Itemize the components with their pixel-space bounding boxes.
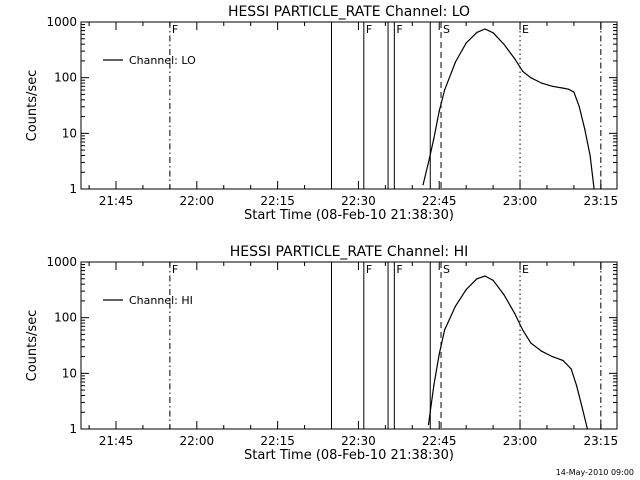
panel2-data-point [581,406,583,408]
panel2-data-point [514,312,516,314]
panel2-data-point [444,329,446,331]
panel2-data-point [465,288,467,291]
panel1-data-point [584,128,586,130]
panel2-event-marker-label: E [522,263,529,276]
panel2-data-point [570,368,572,370]
panel2-data-point [575,385,578,387]
panel2-data-point [551,355,553,358]
panel2-data-point [586,428,588,430]
panel1-data-point [567,88,570,90]
panel1-data-point [562,87,564,89]
panel2-data-point [433,385,435,387]
panel1-event-marker-label: F [366,23,372,36]
panel1-data-point [427,161,430,164]
panel1-event-marker-label: E [522,23,529,36]
panel2-x-tick-label: 21:45 [99,434,134,448]
panel2-x-tick-label: 22:45 [422,434,457,448]
panel2-y-tick-label: 100 [54,311,77,325]
panel1-y-tick-label: 1000 [46,15,77,29]
panel2-x-tick-label: 22:30 [341,434,376,448]
panel2-data-point [503,293,505,296]
panel1-event-marker-label: F [396,23,402,36]
panel1-x-tick-label: 21:45 [99,194,134,208]
panel2-y-tick-label: 10 [62,366,77,380]
panel1-data-point [551,85,553,87]
panel2-event-marker-label: F [172,263,178,276]
panel2-plot-frame [80,261,618,430]
panel1-data-point [589,154,591,157]
panel1-event-marker-label: F [172,23,178,36]
panel1-data-point [438,110,440,112]
panel1-data-point [514,58,516,60]
panel1-data-point [433,138,435,140]
panel1-data-point [593,188,595,190]
panel1-x-axis-label: Start Time (08-Feb-10 21:38:30) [244,208,454,223]
panel1-data-point [530,77,532,79]
panel1-data-point [422,183,424,186]
panel1-x-tick-label: 22:45 [422,194,457,208]
panel2-data-point [476,278,478,280]
panel2-x-tick-label: 23:15 [584,434,619,448]
panel2-y-tick-label: 1000 [46,255,77,269]
panel2-data-point [454,305,456,307]
panel1-series-line [422,28,595,190]
panel1-y-tick-label: 100 [54,71,77,85]
plot-timestamp: 14-May-2010 09:00 [555,468,634,477]
panel2-data-point [522,329,524,331]
panel2-data-point [438,353,440,355]
panel1-x-tick-label: 22:30 [341,194,376,208]
panel2-data-point [427,423,430,426]
panel2-event-marker-label: F [366,263,372,276]
panel2-data-point [562,359,564,362]
panel2-event-marker-label: S [443,263,450,276]
panel1-x-tick-label: 23:00 [503,194,538,208]
panel1-data-point [503,43,505,45]
panel2-legend-label: Channel: HI [129,294,193,307]
panel1-y-tick-label: 10 [62,126,77,140]
panel1-data-point [492,32,494,34]
panel1-chart-title: HESSI PARTICLE_RATE Channel: LO [228,4,470,20]
panel2-event-marker-label: F [396,263,402,276]
panel2-series-line [427,275,588,430]
panel1-plot-frame [80,21,618,190]
panel1-data-point [454,61,456,63]
panel2-data-point [530,342,532,344]
panel1-y-axis-label: Counts/sec [25,70,40,142]
panel2-chart-title: HESSI PARTICLE_RATE Channel: HI [230,244,468,260]
panel2-x-tick-label: 23:00 [503,434,538,448]
panel1-data-point [476,31,478,34]
panel1-data-point [573,91,575,93]
panel1-x-tick-label: 23:15 [584,194,619,208]
panel2-x-axis-label: Start Time (08-Feb-10 21:38:30) [244,448,454,463]
panel1-data-point [484,28,486,30]
panel1-legend-label: Channel: LO [129,54,196,67]
panel2-x-tick-label: 22:00 [180,434,215,448]
panel1-data-point [444,89,446,91]
panel1-event-marker-label: S [443,23,450,36]
panel1-data-point [540,82,543,84]
panel1-data-point [578,106,580,108]
panel1-data-point [465,42,467,44]
panel2-y-tick-label: 1 [69,422,77,436]
panel2-data-point [484,275,486,277]
panel2-data-point [540,350,543,352]
panel1-y-tick-label: 1 [69,182,77,196]
panel1-x-tick-label: 22:00 [180,194,215,208]
panel2-data-point [492,279,494,281]
panel2-y-axis-label: Counts/sec [25,310,40,382]
panel1-x-tick-label: 22:15 [260,194,295,208]
panel1-data-point [522,70,524,72]
panel2-x-tick-label: 22:15 [260,434,295,448]
